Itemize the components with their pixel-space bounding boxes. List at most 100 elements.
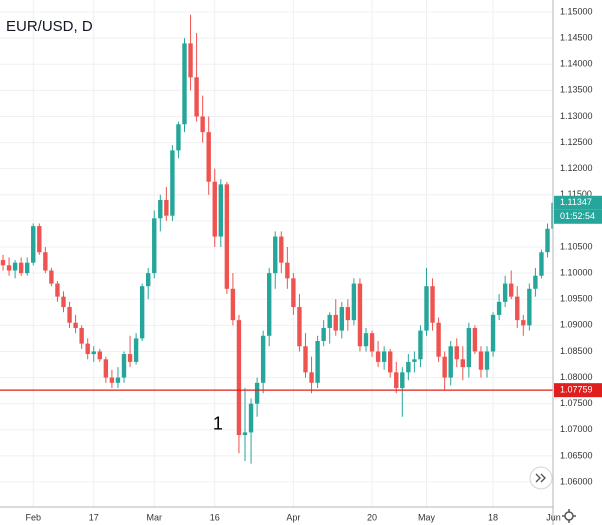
candle-body (182, 43, 187, 125)
candles (0, 14, 556, 464)
candle-body (388, 351, 393, 373)
candle-body (18, 262, 24, 274)
candle-body (158, 200, 163, 219)
candle-body (533, 275, 538, 289)
candle-body (260, 335, 266, 383)
candle-body (115, 377, 121, 383)
price-axis-panel (553, 0, 602, 525)
y-tick-label: 1.06000 (560, 476, 593, 486)
y-tick-label: 1.09000 (560, 320, 593, 330)
candle-body (85, 343, 90, 355)
candle-body (267, 273, 272, 336)
candle-body (0, 260, 6, 266)
candle-body (79, 327, 84, 344)
y-tick-label: 1.08000 (560, 372, 593, 382)
grid (0, 0, 555, 507)
candle-body (424, 286, 429, 331)
settings-button[interactable] (562, 509, 576, 523)
candle-body (321, 327, 326, 342)
candle-body (139, 286, 145, 339)
candle-body (31, 226, 36, 263)
y-tick-label: 1.13000 (560, 111, 593, 121)
candle-body (297, 307, 302, 347)
candle-body (333, 314, 338, 331)
candle-body (436, 322, 441, 357)
candle-body (285, 262, 290, 279)
candle-body (315, 341, 320, 383)
y-tick-label: 1.07500 (560, 398, 593, 408)
candle-body (327, 314, 332, 328)
y-tick-label: 1.13500 (560, 85, 593, 95)
y-tick-label: 1.12000 (560, 163, 593, 173)
candle-body (200, 116, 205, 133)
candle-body (448, 346, 453, 378)
countdown-label: 01:52:54 (560, 211, 595, 221)
candle-body (6, 265, 12, 271)
scroll-button[interactable] (529, 466, 553, 490)
candle-body (146, 273, 151, 287)
candle-body (345, 307, 351, 321)
chart-title: EUR/USD, D (6, 18, 93, 35)
candle-body (369, 333, 375, 352)
candle-body (194, 77, 199, 117)
y-tick-label: 1.12500 (560, 137, 593, 147)
x-tick-label: 17 (89, 512, 99, 522)
candle-body (478, 351, 484, 370)
candle-body (43, 252, 48, 271)
x-tick-label: Mar (147, 512, 163, 522)
candle-body (37, 226, 42, 253)
hline-price-tag (554, 383, 602, 398)
y-tick-label: 1.08500 (560, 346, 593, 356)
x-tick-label: 20 (367, 512, 377, 522)
candle-body (164, 200, 169, 216)
candle-body (67, 307, 72, 323)
candle-body (273, 236, 278, 274)
candle-body (454, 346, 459, 360)
candle-body (303, 346, 308, 373)
candle-body (55, 283, 60, 297)
candle-body (406, 361, 411, 373)
overlay: 1 (0, 389, 553, 433)
candle-body (97, 351, 102, 360)
candle-body (133, 338, 139, 362)
y-tick-label: 1.14500 (560, 32, 593, 42)
candle-body (490, 314, 496, 352)
candle-body (502, 283, 508, 302)
countdown-tag (554, 209, 602, 224)
candle-body (381, 351, 387, 362)
candle-body (91, 351, 96, 355)
annotation: 1 (213, 413, 223, 433)
hline-price-label: 1.07759 (560, 385, 593, 395)
candle-body (309, 372, 314, 383)
candle-body (49, 270, 54, 284)
candle-body (121, 354, 127, 378)
candle-body (230, 288, 236, 321)
y-tick-label: 1.15000 (560, 6, 593, 16)
candle-body (430, 286, 435, 323)
candle-body (375, 351, 381, 362)
time-axis-panel (0, 507, 553, 525)
candle-body (484, 351, 490, 370)
candle-body (351, 283, 357, 321)
x-tick-label: Feb (25, 512, 41, 522)
candle-body (176, 124, 181, 151)
x-tick-label: 18 (488, 512, 498, 522)
candle-body (460, 359, 465, 368)
candle-body (472, 327, 478, 352)
candle-body (515, 296, 520, 321)
candle-body (61, 296, 66, 308)
candle-body (170, 150, 175, 216)
candle-body (291, 278, 296, 308)
candle-body (152, 218, 157, 274)
candle-body (509, 283, 514, 297)
x-tick-label: Jun (546, 512, 561, 522)
y-tick-label: 1.11500 (560, 189, 592, 199)
candle-body (539, 252, 544, 276)
candle-body (188, 43, 193, 78)
candle-body (521, 320, 526, 326)
candle-body (466, 327, 472, 368)
candle-body (103, 359, 109, 378)
candle-body (442, 356, 447, 378)
candle-body (73, 322, 78, 328)
candle-body (339, 307, 344, 331)
